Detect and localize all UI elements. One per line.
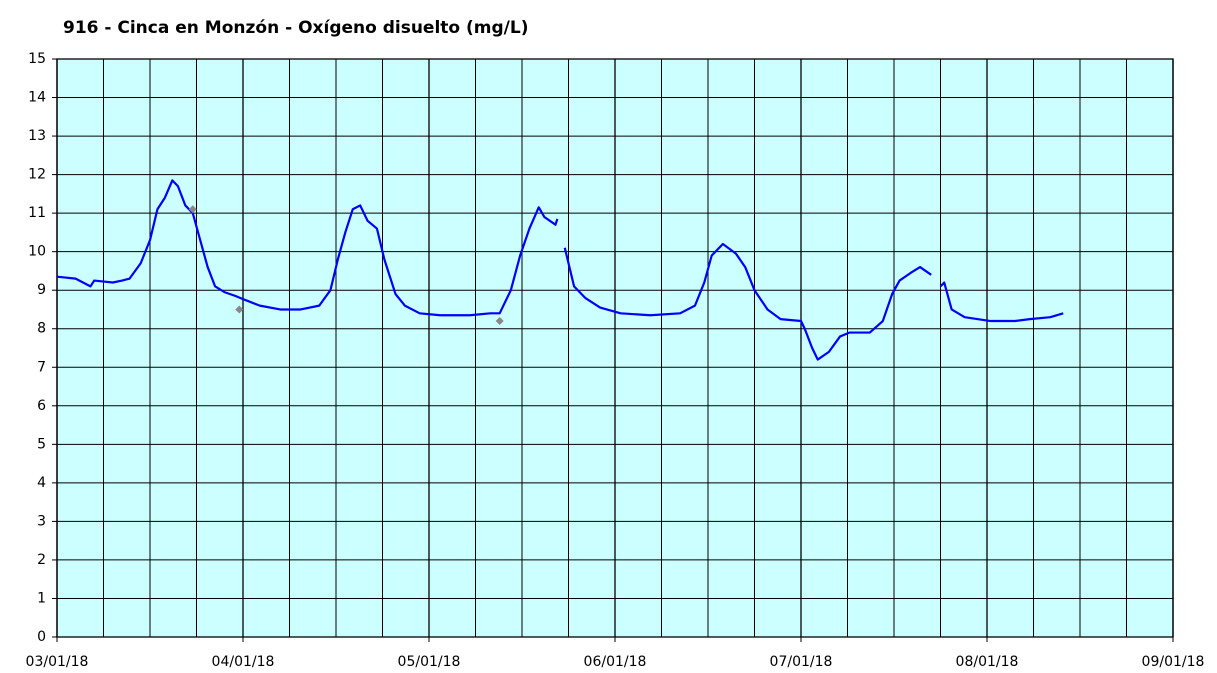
y-tick-label: 4 bbox=[37, 475, 46, 491]
y-tick-label: 15 bbox=[28, 51, 46, 67]
plot-border bbox=[56, 58, 1174, 638]
y-tick-label: 6 bbox=[37, 398, 46, 414]
y-tick-label: 0 bbox=[37, 629, 46, 645]
x-tick-label: 09/01/18 bbox=[1142, 654, 1205, 670]
y-tick-label: 1 bbox=[37, 590, 46, 606]
x-tick-label: 08/01/18 bbox=[956, 654, 1019, 670]
y-tick-label: 8 bbox=[37, 321, 46, 337]
y-tick-label: 11 bbox=[28, 205, 46, 221]
x-tick-label: 03/01/18 bbox=[26, 654, 89, 670]
y-tick-label: 13 bbox=[28, 128, 46, 144]
x-tick-label: 06/01/18 bbox=[584, 654, 647, 670]
marker bbox=[235, 305, 244, 314]
x-tick-label: 07/01/18 bbox=[770, 654, 833, 670]
marker bbox=[188, 205, 197, 214]
y-tick-label: 3 bbox=[37, 513, 46, 529]
chart-title: 916 - Cinca en Monzón - Oxígeno disuelto… bbox=[63, 18, 528, 38]
x-tick-label: 04/01/18 bbox=[212, 654, 275, 670]
y-tick-label: 10 bbox=[28, 244, 46, 260]
y-tick-label: 12 bbox=[28, 167, 46, 183]
y-tick-label: 5 bbox=[37, 436, 46, 452]
y-tick-label: 2 bbox=[37, 552, 46, 568]
y-tick-label: 7 bbox=[37, 359, 46, 375]
data-line bbox=[56, 179, 1064, 361]
y-tick-label: 9 bbox=[37, 282, 46, 298]
y-tick-label: 14 bbox=[28, 90, 46, 106]
x-tick-label: 05/01/18 bbox=[398, 654, 461, 670]
marker bbox=[495, 317, 504, 326]
